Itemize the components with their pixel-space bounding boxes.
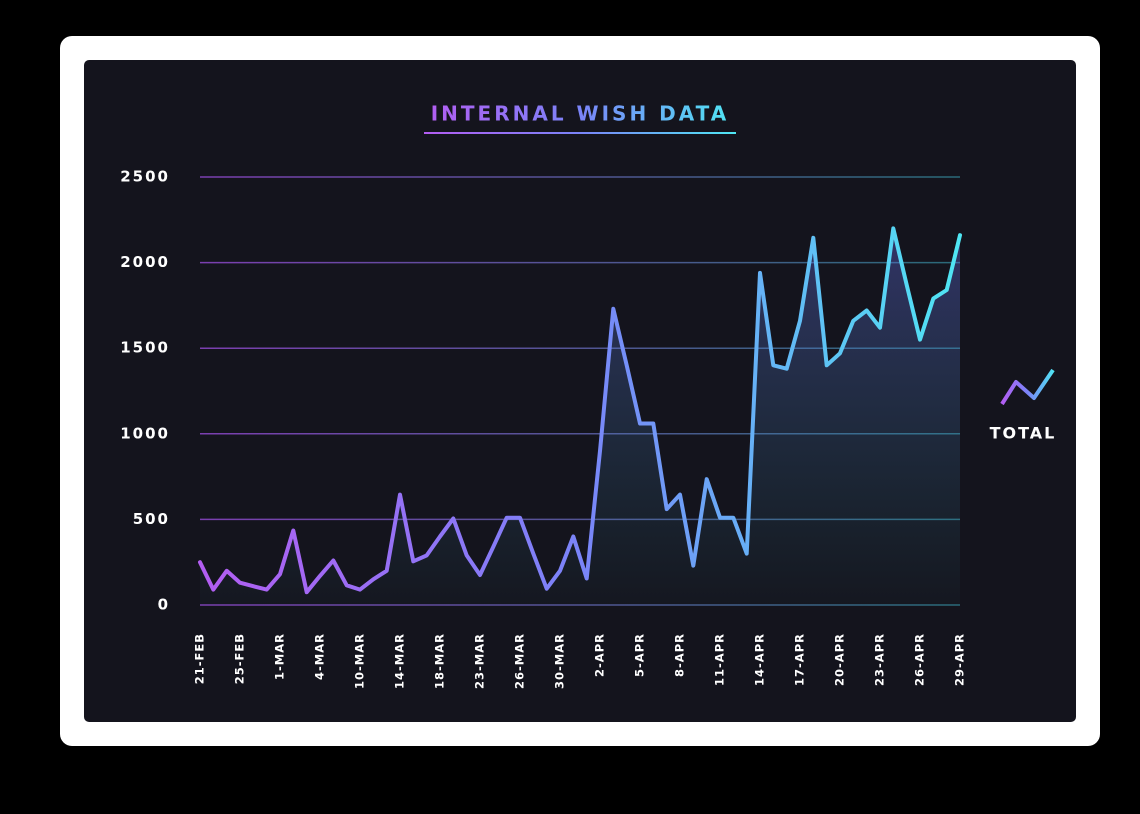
legend-label: TOTAL xyxy=(990,424,1057,443)
x-tick-label: 26-APR xyxy=(913,633,927,686)
x-tick-label: 25-FEB xyxy=(233,633,247,684)
y-tick-label: 0 xyxy=(158,596,170,614)
x-tick-label: 26-MAR xyxy=(513,633,527,689)
area-glow xyxy=(200,228,960,605)
y-tick-label: 1500 xyxy=(120,339,170,357)
x-tick-label: 8-APR xyxy=(673,633,687,677)
chart-title: INTERNAL WISH DATA xyxy=(431,102,730,126)
x-tick-label: 21-FEB xyxy=(193,633,207,684)
x-tick-label: 20-APR xyxy=(833,633,847,686)
x-tick-label: 1-MAR xyxy=(273,633,287,680)
x-tick-label: 5-APR xyxy=(633,633,647,677)
y-tick-label: 1000 xyxy=(120,424,170,442)
plot: 0 500 1000 1500 2000 2500 21-FEB 25-FEB 1-MAR 4-M… xyxy=(120,168,966,689)
x-tick-label: 23-MAR xyxy=(473,633,487,689)
y-tick-label: 2000 xyxy=(120,253,170,271)
x-tick-label: 4-MAR xyxy=(313,633,327,680)
x-tick-label: 29-APR xyxy=(953,633,967,686)
x-tick-label: 14-APR xyxy=(753,633,767,686)
x-tick-label: 14-MAR xyxy=(393,633,407,689)
legend-icon xyxy=(1000,368,1055,406)
x-tick-label: 18-MAR xyxy=(433,633,447,689)
x-tick-label: 30-MAR xyxy=(553,633,567,689)
x-tick-label: 10-MAR xyxy=(353,633,367,689)
x-tick-label: 17-APR xyxy=(793,633,807,686)
x-tick-label: 2-APR xyxy=(593,633,607,677)
x-tick-label: 11-APR xyxy=(713,633,727,686)
y-tick-label: 500 xyxy=(133,510,170,528)
line xyxy=(198,226,962,595)
y-tick-label: 2500 xyxy=(120,168,170,186)
x-tick-label: 23-APR xyxy=(873,633,887,686)
